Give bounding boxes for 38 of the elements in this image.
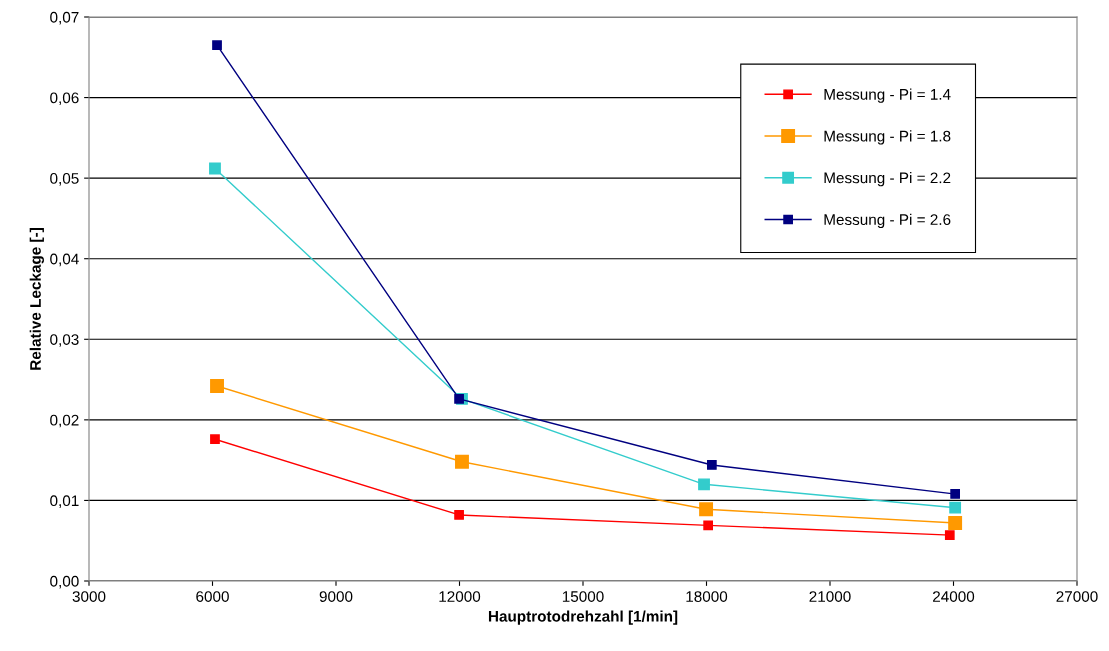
point <box>949 501 962 514</box>
point <box>699 502 714 517</box>
point <box>210 379 224 393</box>
legend-label: Messung - Pi = 1.8 <box>824 130 951 145</box>
point <box>210 434 220 445</box>
point <box>454 510 464 520</box>
point <box>209 162 221 175</box>
point <box>454 394 464 404</box>
x-tick-label: 15000 <box>562 591 604 602</box>
x-tick-label: 21000 <box>809 591 851 602</box>
x-tick-label: 24000 <box>933 591 975 602</box>
y-tick-label: 0,00 <box>50 575 79 589</box>
x-tick-label: 9000 <box>319 591 353 602</box>
y-tick-label: 0,05 <box>50 173 79 186</box>
y-axis-title: Relative Leckage [-] <box>29 228 44 370</box>
point <box>212 40 222 51</box>
x-tick-label: 12000 <box>439 591 481 602</box>
y-tick-label: 0,07 <box>50 11 79 25</box>
y-tick-label: 0,04 <box>50 253 79 267</box>
point <box>944 530 955 540</box>
x-axis-title: Hauptrotodrehzahl [1/min] <box>488 610 678 625</box>
legend-label: Messung - Pi = 2.6 <box>824 213 951 229</box>
point <box>703 520 714 531</box>
x-tick-label: 6000 <box>196 591 229 602</box>
legend-label: Messung - Pi = 1.4 <box>824 88 951 103</box>
y-tick-label: 0,06 <box>50 92 79 106</box>
point <box>455 454 469 469</box>
y-tick-label: 0,01 <box>50 495 79 508</box>
x-tick-label: 27000 <box>1056 591 1098 602</box>
y-tick-label: 0,02 <box>50 414 79 428</box>
point <box>698 478 710 491</box>
x-tick-label: 3000 <box>72 591 106 602</box>
point <box>706 460 717 470</box>
point <box>950 489 961 499</box>
y-tick-label: 0,03 <box>50 334 79 347</box>
legend-label: Messung - Pi = 2.2 <box>824 172 951 187</box>
x-tick-label: 18000 <box>686 591 728 602</box>
point <box>948 516 963 530</box>
